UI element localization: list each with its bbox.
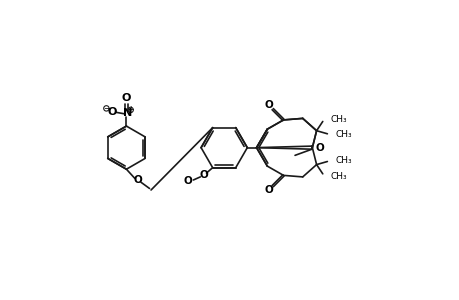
Text: CH₃: CH₃ <box>330 115 347 124</box>
Text: O: O <box>264 100 273 110</box>
Text: CH₃: CH₃ <box>334 130 351 139</box>
Text: +: + <box>127 105 134 114</box>
Text: O: O <box>133 175 142 185</box>
Text: O: O <box>314 143 323 153</box>
Text: O: O <box>107 107 116 117</box>
Text: N: N <box>122 108 132 118</box>
Text: O: O <box>122 93 131 103</box>
Text: O: O <box>199 170 207 180</box>
Text: −: − <box>103 104 110 113</box>
Text: O: O <box>183 176 192 186</box>
Text: O: O <box>264 185 273 195</box>
Text: CH₃: CH₃ <box>330 172 347 181</box>
Text: CH₃: CH₃ <box>334 156 351 165</box>
